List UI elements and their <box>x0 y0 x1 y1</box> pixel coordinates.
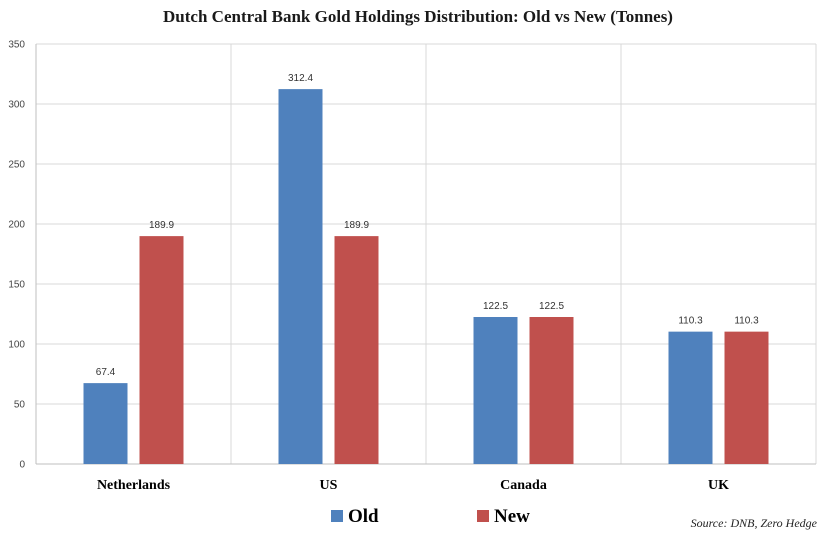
bar-new-canada <box>529 317 574 464</box>
plot-area: 0 50 100 150 200 250 300 350 67.4 189.9 Netherland… <box>8 40 817 493</box>
y-tick-label: 250 <box>8 160 25 171</box>
data-label: 110.3 <box>678 316 703 327</box>
y-tick-label: 0 <box>19 460 25 471</box>
data-label: 122.5 <box>483 301 508 312</box>
x-tick-label: US <box>320 478 338 493</box>
source-note: Source: DNB, Zero Hedge <box>691 516 818 530</box>
bar-old-netherlands <box>83 383 128 464</box>
y-tick-label: 50 <box>14 400 26 411</box>
bar-new-us <box>334 236 379 464</box>
x-tick-label: Netherlands <box>97 478 171 493</box>
legend: Old New <box>331 506 530 527</box>
legend-label-old: Old <box>348 506 379 527</box>
bar-new-netherlands <box>139 236 184 464</box>
bar-new-uk <box>724 331 769 464</box>
x-tick-label: Canada <box>500 478 547 493</box>
y-tick-label: 300 <box>8 100 25 111</box>
data-label: 189.9 <box>344 220 369 231</box>
data-label: 67.4 <box>96 367 116 378</box>
legend-label-new: New <box>494 506 530 527</box>
bar-old-uk <box>668 331 713 464</box>
bar-old-us <box>278 89 323 465</box>
y-tick-label: 350 <box>8 40 25 51</box>
chart-title: Dutch Central Bank Gold Holdings Distrib… <box>163 7 673 26</box>
y-tick-label: 150 <box>8 280 25 291</box>
legend-swatch-old <box>331 510 343 522</box>
legend-swatch-new <box>477 510 489 522</box>
y-tick-label: 200 <box>8 220 25 231</box>
x-tick-label: UK <box>708 478 729 493</box>
data-label: 312.4 <box>288 73 313 84</box>
y-tick-label: 100 <box>8 340 25 351</box>
data-label: 110.3 <box>734 316 759 327</box>
data-label: 189.9 <box>149 220 174 231</box>
bar-old-canada <box>473 317 518 464</box>
data-label: 122.5 <box>539 301 564 312</box>
